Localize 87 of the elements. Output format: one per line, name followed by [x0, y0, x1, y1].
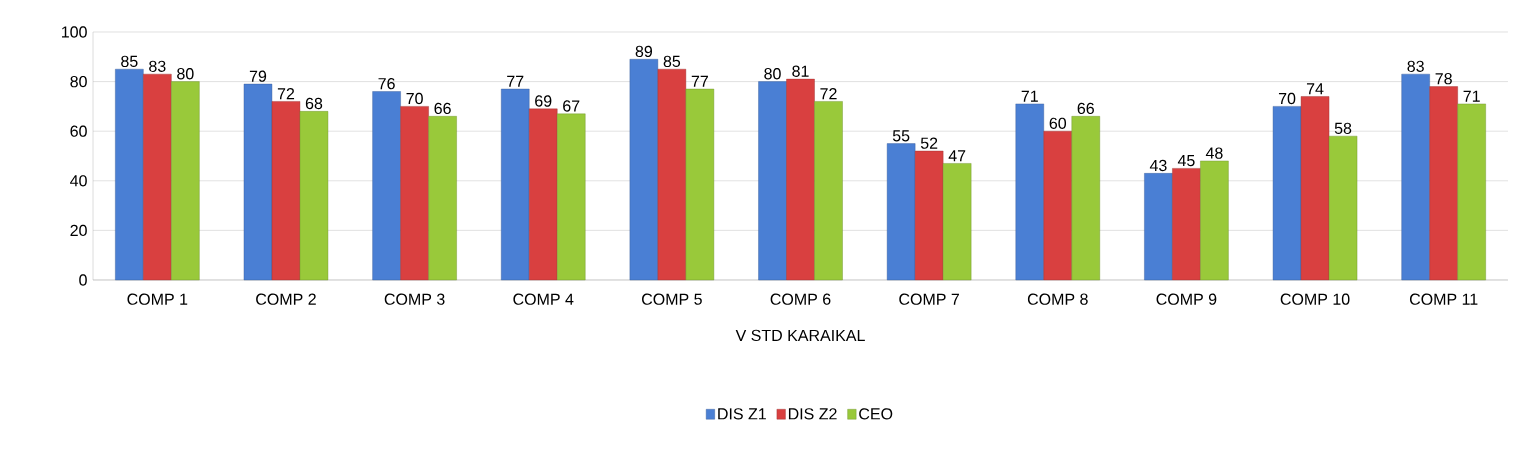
legend-label: DIS Z2	[788, 408, 837, 420]
bar	[1071, 116, 1100, 281]
bar	[1300, 96, 1330, 281]
bar	[657, 68, 687, 281]
bar	[428, 116, 457, 281]
x-tick-label: COMP 2	[256, 293, 316, 305]
x-tick-label: COMP 4	[513, 293, 574, 305]
data-label: 47	[948, 150, 966, 162]
x-tick-label: COMP 8	[1027, 293, 1088, 305]
y-tick-label: 100	[62, 26, 87, 38]
x-tick-label: COMP 5	[642, 293, 702, 305]
bar	[758, 81, 787, 281]
legend-label: CEO	[859, 408, 893, 420]
data-label: 55	[892, 130, 910, 142]
data-label: 83	[1407, 60, 1424, 72]
data-label: 60	[1049, 117, 1067, 129]
x-tick-label: COMP 10	[1280, 293, 1350, 305]
data-label: 72	[820, 88, 837, 100]
x-tick-label: COMP 11	[1409, 293, 1478, 305]
data-label: 80	[177, 68, 194, 80]
y-tick-label: 80	[70, 75, 87, 88]
bar	[372, 91, 401, 281]
bar	[786, 78, 815, 281]
bar	[1043, 130, 1072, 281]
data-label: 72	[277, 88, 295, 100]
bar	[914, 150, 944, 281]
x-axis-title: V STD KARAIKAL	[735, 329, 865, 342]
bar	[501, 88, 530, 281]
bar	[1429, 86, 1458, 281]
bar	[1328, 135, 1358, 281]
bar	[143, 73, 172, 281]
data-label: 78	[1435, 73, 1452, 85]
bar	[1401, 73, 1430, 281]
data-label: 77	[691, 75, 708, 87]
data-label: 89	[635, 45, 653, 58]
data-label: 67	[563, 100, 580, 112]
bar	[400, 106, 429, 281]
x-tick-label: COMP 9	[1156, 293, 1217, 305]
data-label: 58	[1334, 122, 1352, 134]
y-tick-label: 0	[79, 274, 87, 286]
bar	[942, 163, 972, 281]
data-label: 74	[1306, 83, 1324, 95]
bar	[271, 101, 301, 281]
data-label: 85	[121, 55, 138, 67]
bar	[299, 111, 329, 281]
bar	[529, 108, 558, 281]
data-label: 45	[1177, 155, 1195, 167]
bar	[685, 88, 715, 281]
x-tick-label: COMP 7	[899, 293, 959, 305]
bar	[171, 81, 200, 281]
bar	[886, 143, 916, 281]
bar	[1457, 103, 1486, 281]
data-label: 48	[1205, 147, 1223, 159]
data-label: 70	[406, 92, 423, 105]
data-label: 66	[434, 102, 451, 115]
data-label: 76	[378, 77, 395, 90]
bar	[1172, 168, 1201, 281]
legend-label: DIS Z1	[718, 408, 766, 420]
bar	[115, 68, 144, 281]
y-tick-label: 40	[70, 175, 87, 187]
data-label: 77	[507, 75, 524, 87]
data-label: 68	[305, 97, 323, 110]
x-tick-label: COMP 6	[770, 293, 831, 305]
data-label: 81	[792, 65, 809, 77]
bar	[629, 59, 659, 281]
bar	[1144, 173, 1173, 281]
y-tick-label: 60	[70, 125, 87, 137]
data-label: 85	[663, 55, 681, 67]
data-label: 70	[1278, 92, 1296, 105]
data-label: 43	[1149, 159, 1167, 172]
x-tick-label: COMP 3	[384, 293, 445, 305]
data-label: 52	[920, 137, 938, 149]
data-label: 71	[1463, 90, 1480, 102]
bar	[557, 113, 586, 281]
data-label: 80	[764, 68, 781, 80]
data-label: 66	[1077, 102, 1094, 115]
bar	[243, 83, 273, 281]
data-label: 83	[149, 60, 166, 72]
bar	[1015, 103, 1044, 281]
bar	[1272, 106, 1302, 281]
y-tick-label: 20	[70, 224, 87, 237]
data-label: 69	[535, 95, 552, 107]
data-label: 71	[1021, 90, 1038, 102]
x-tick-label: COMP 1	[127, 293, 188, 305]
bar	[1200, 160, 1229, 281]
bar	[814, 101, 843, 281]
data-label: 79	[249, 70, 267, 82]
